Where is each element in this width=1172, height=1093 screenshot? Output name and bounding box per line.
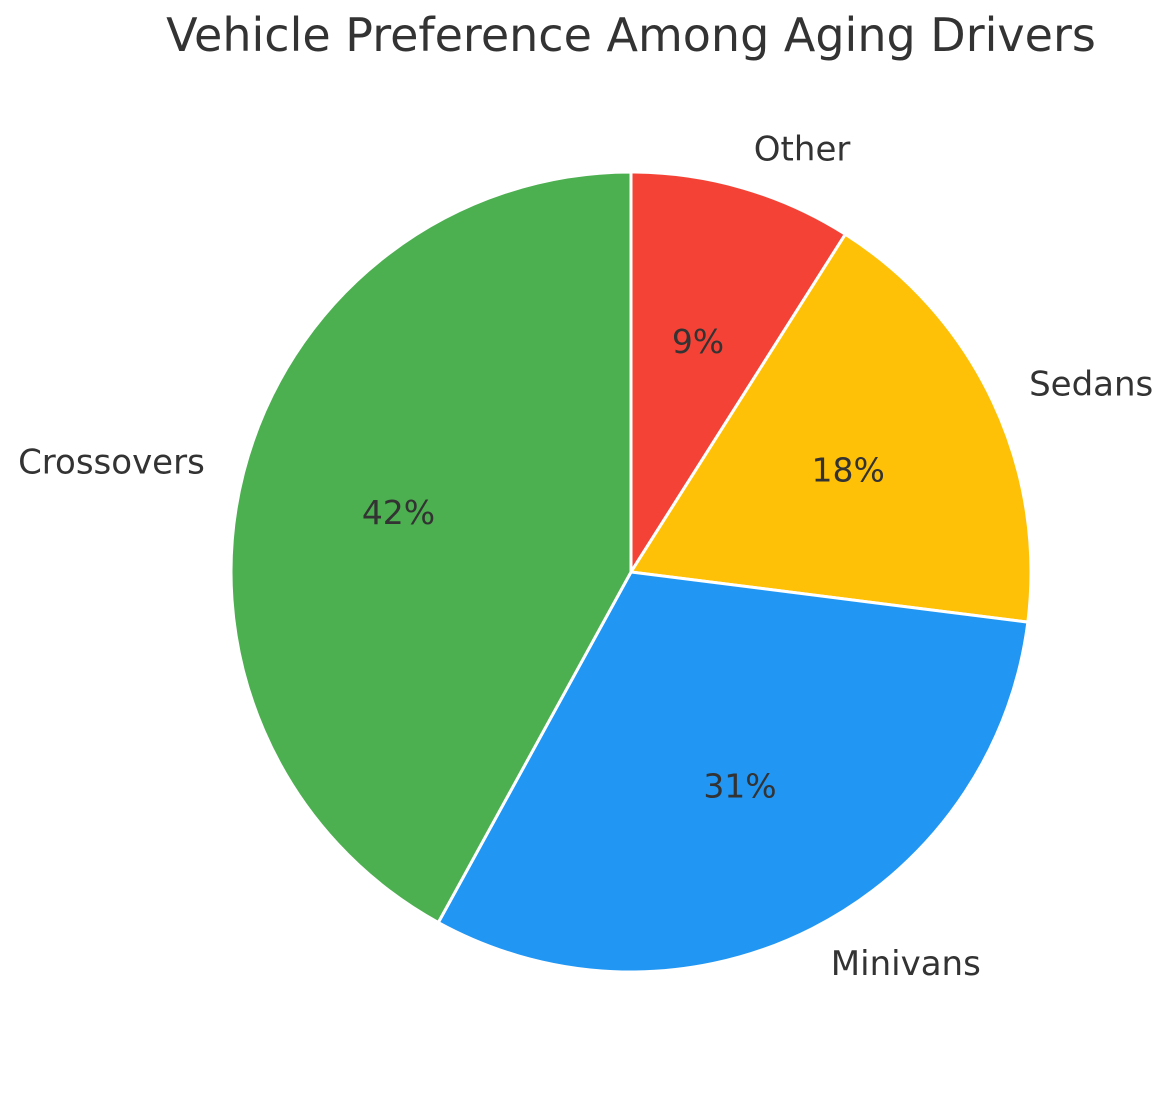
pie-slice-crossovers (229, 170, 633, 925)
slice-label-other: Other (754, 130, 851, 170)
pie-slice-minivans (436, 570, 1030, 974)
slice-label-minivans: Minivans (831, 944, 981, 984)
pie-slice-sedans (629, 232, 1033, 624)
slice-label-sedans: Sedans (1029, 365, 1153, 405)
chart-title: Vehicle Preference Among Aging Drivers (166, 8, 1096, 62)
slice-label-crossovers: Crossovers (18, 443, 205, 483)
pie-slice-other (629, 170, 847, 574)
pct-label-crossovers: 42% (362, 493, 435, 532)
pct-label-minivans: 31% (703, 766, 776, 805)
pct-label-other: 9% (672, 322, 724, 361)
pct-label-sedans: 18% (812, 450, 885, 489)
